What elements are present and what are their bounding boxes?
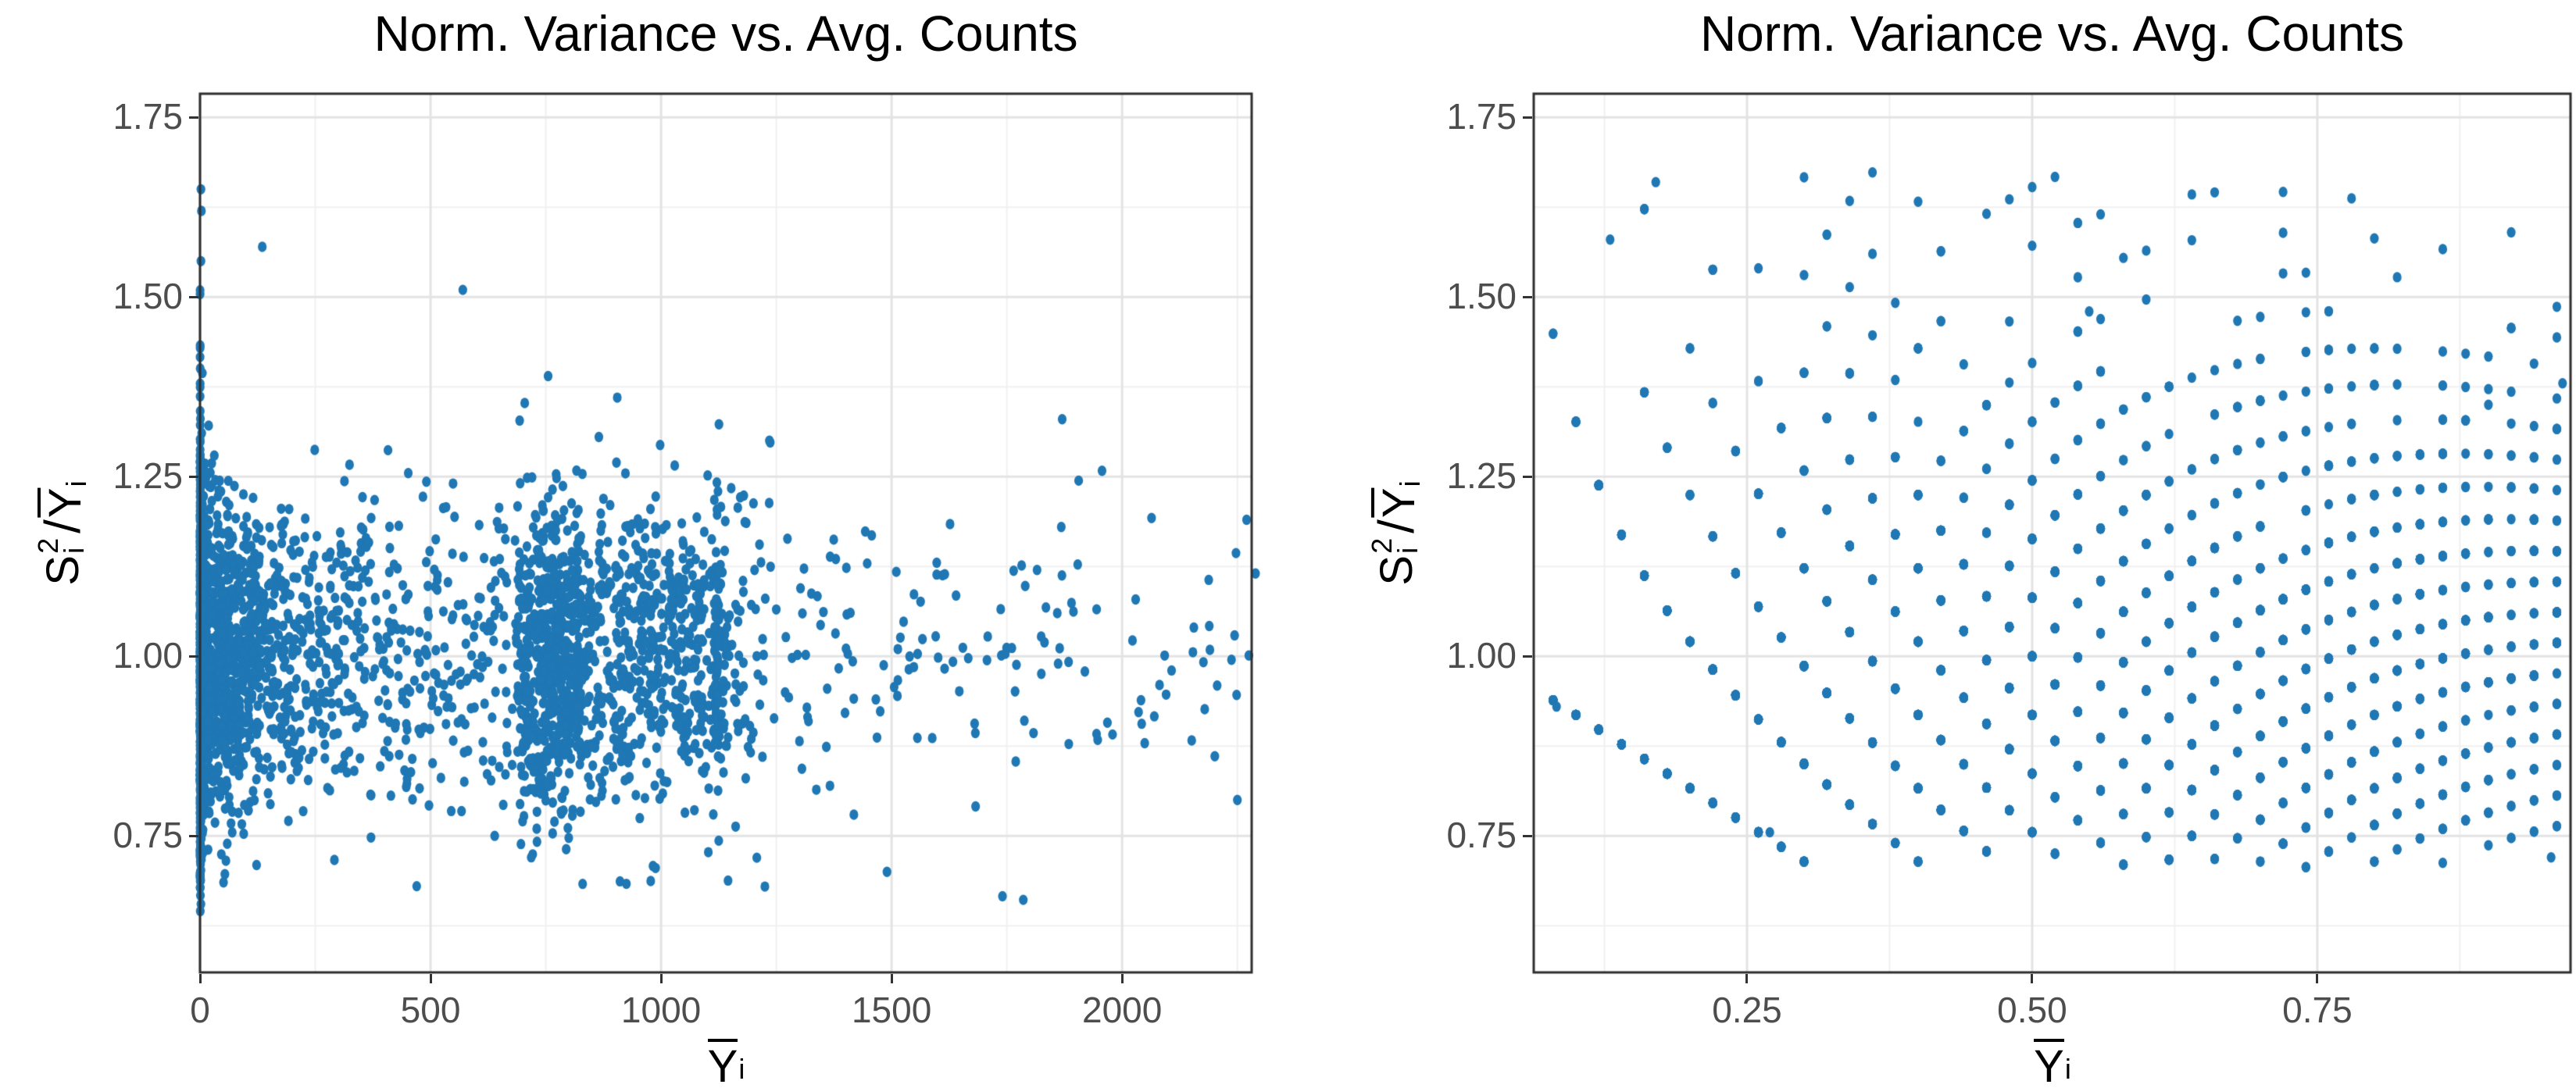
ylabel-slash: /: [34, 519, 91, 533]
x-tick-label: 1000: [620, 990, 702, 1030]
y-tick-label: 1.50: [113, 276, 183, 317]
y-tick-mark: [1523, 295, 1532, 298]
xlabel-ybar: Y: [2034, 1039, 2064, 1088]
x-tick-mark: [198, 974, 202, 983]
y-tick-label: 0.75: [1446, 815, 1517, 856]
y-tick-mark: [189, 655, 198, 658]
x-tick-mark: [2031, 974, 2034, 983]
ylabel-s: S: [1370, 555, 1422, 586]
y-tick-label: 1.50: [1446, 276, 1517, 317]
y-tick-label: 1.25: [113, 455, 183, 497]
x-tick-mark: [1120, 974, 1124, 983]
y-tick-mark: [189, 834, 198, 837]
x-tick-mark: [429, 974, 432, 983]
xlabel-sub: i: [2064, 1053, 2071, 1085]
x-tick-mark: [890, 974, 893, 983]
scatter-canvas-right: [1523, 83, 2576, 983]
y-tick-label: 1.25: [1446, 455, 1517, 497]
x-tick-label: 0.25: [1712, 990, 1782, 1030]
y-tick-mark: [189, 295, 198, 298]
ylabel-slash: /: [1368, 519, 1424, 533]
x-tick-label: 0: [190, 990, 210, 1030]
y-tick-label: 1.00: [1446, 635, 1517, 676]
x-tick-label: 500: [400, 990, 461, 1030]
y-tick-label: 1.00: [113, 635, 183, 676]
panel-title-left: Norm. Variance vs. Avg. Counts: [373, 5, 1078, 62]
x-tick-mark: [1745, 974, 1749, 983]
y-tick-label: 1.75: [1446, 96, 1517, 137]
panel-title-right: Norm. Variance vs. Avg. Counts: [1699, 5, 2405, 62]
y-tick-mark: [1523, 116, 1532, 119]
y-tick-mark: [1523, 475, 1532, 478]
x-tick-mark: [2316, 974, 2319, 983]
xlabel-ybar: Y: [707, 1039, 738, 1088]
y-tick-mark: [189, 475, 198, 478]
x-tick-label: 0.75: [2282, 990, 2353, 1030]
x-tick-mark: [659, 974, 663, 983]
y-tick-label: 1.75: [113, 96, 183, 137]
y-tick-mark: [1523, 834, 1532, 837]
y-tick-mark: [189, 116, 198, 119]
x-tick-label: 2000: [1082, 990, 1163, 1030]
scatter-canvas-left: [189, 83, 1263, 983]
y-tick-label: 0.75: [113, 815, 183, 856]
x-tick-label: 0.50: [1997, 990, 2067, 1030]
x-tick-label: 1500: [851, 990, 932, 1030]
y-tick-mark: [1523, 655, 1532, 658]
xlabel-sub: i: [738, 1053, 745, 1085]
ylabel-s: S: [37, 555, 88, 586]
